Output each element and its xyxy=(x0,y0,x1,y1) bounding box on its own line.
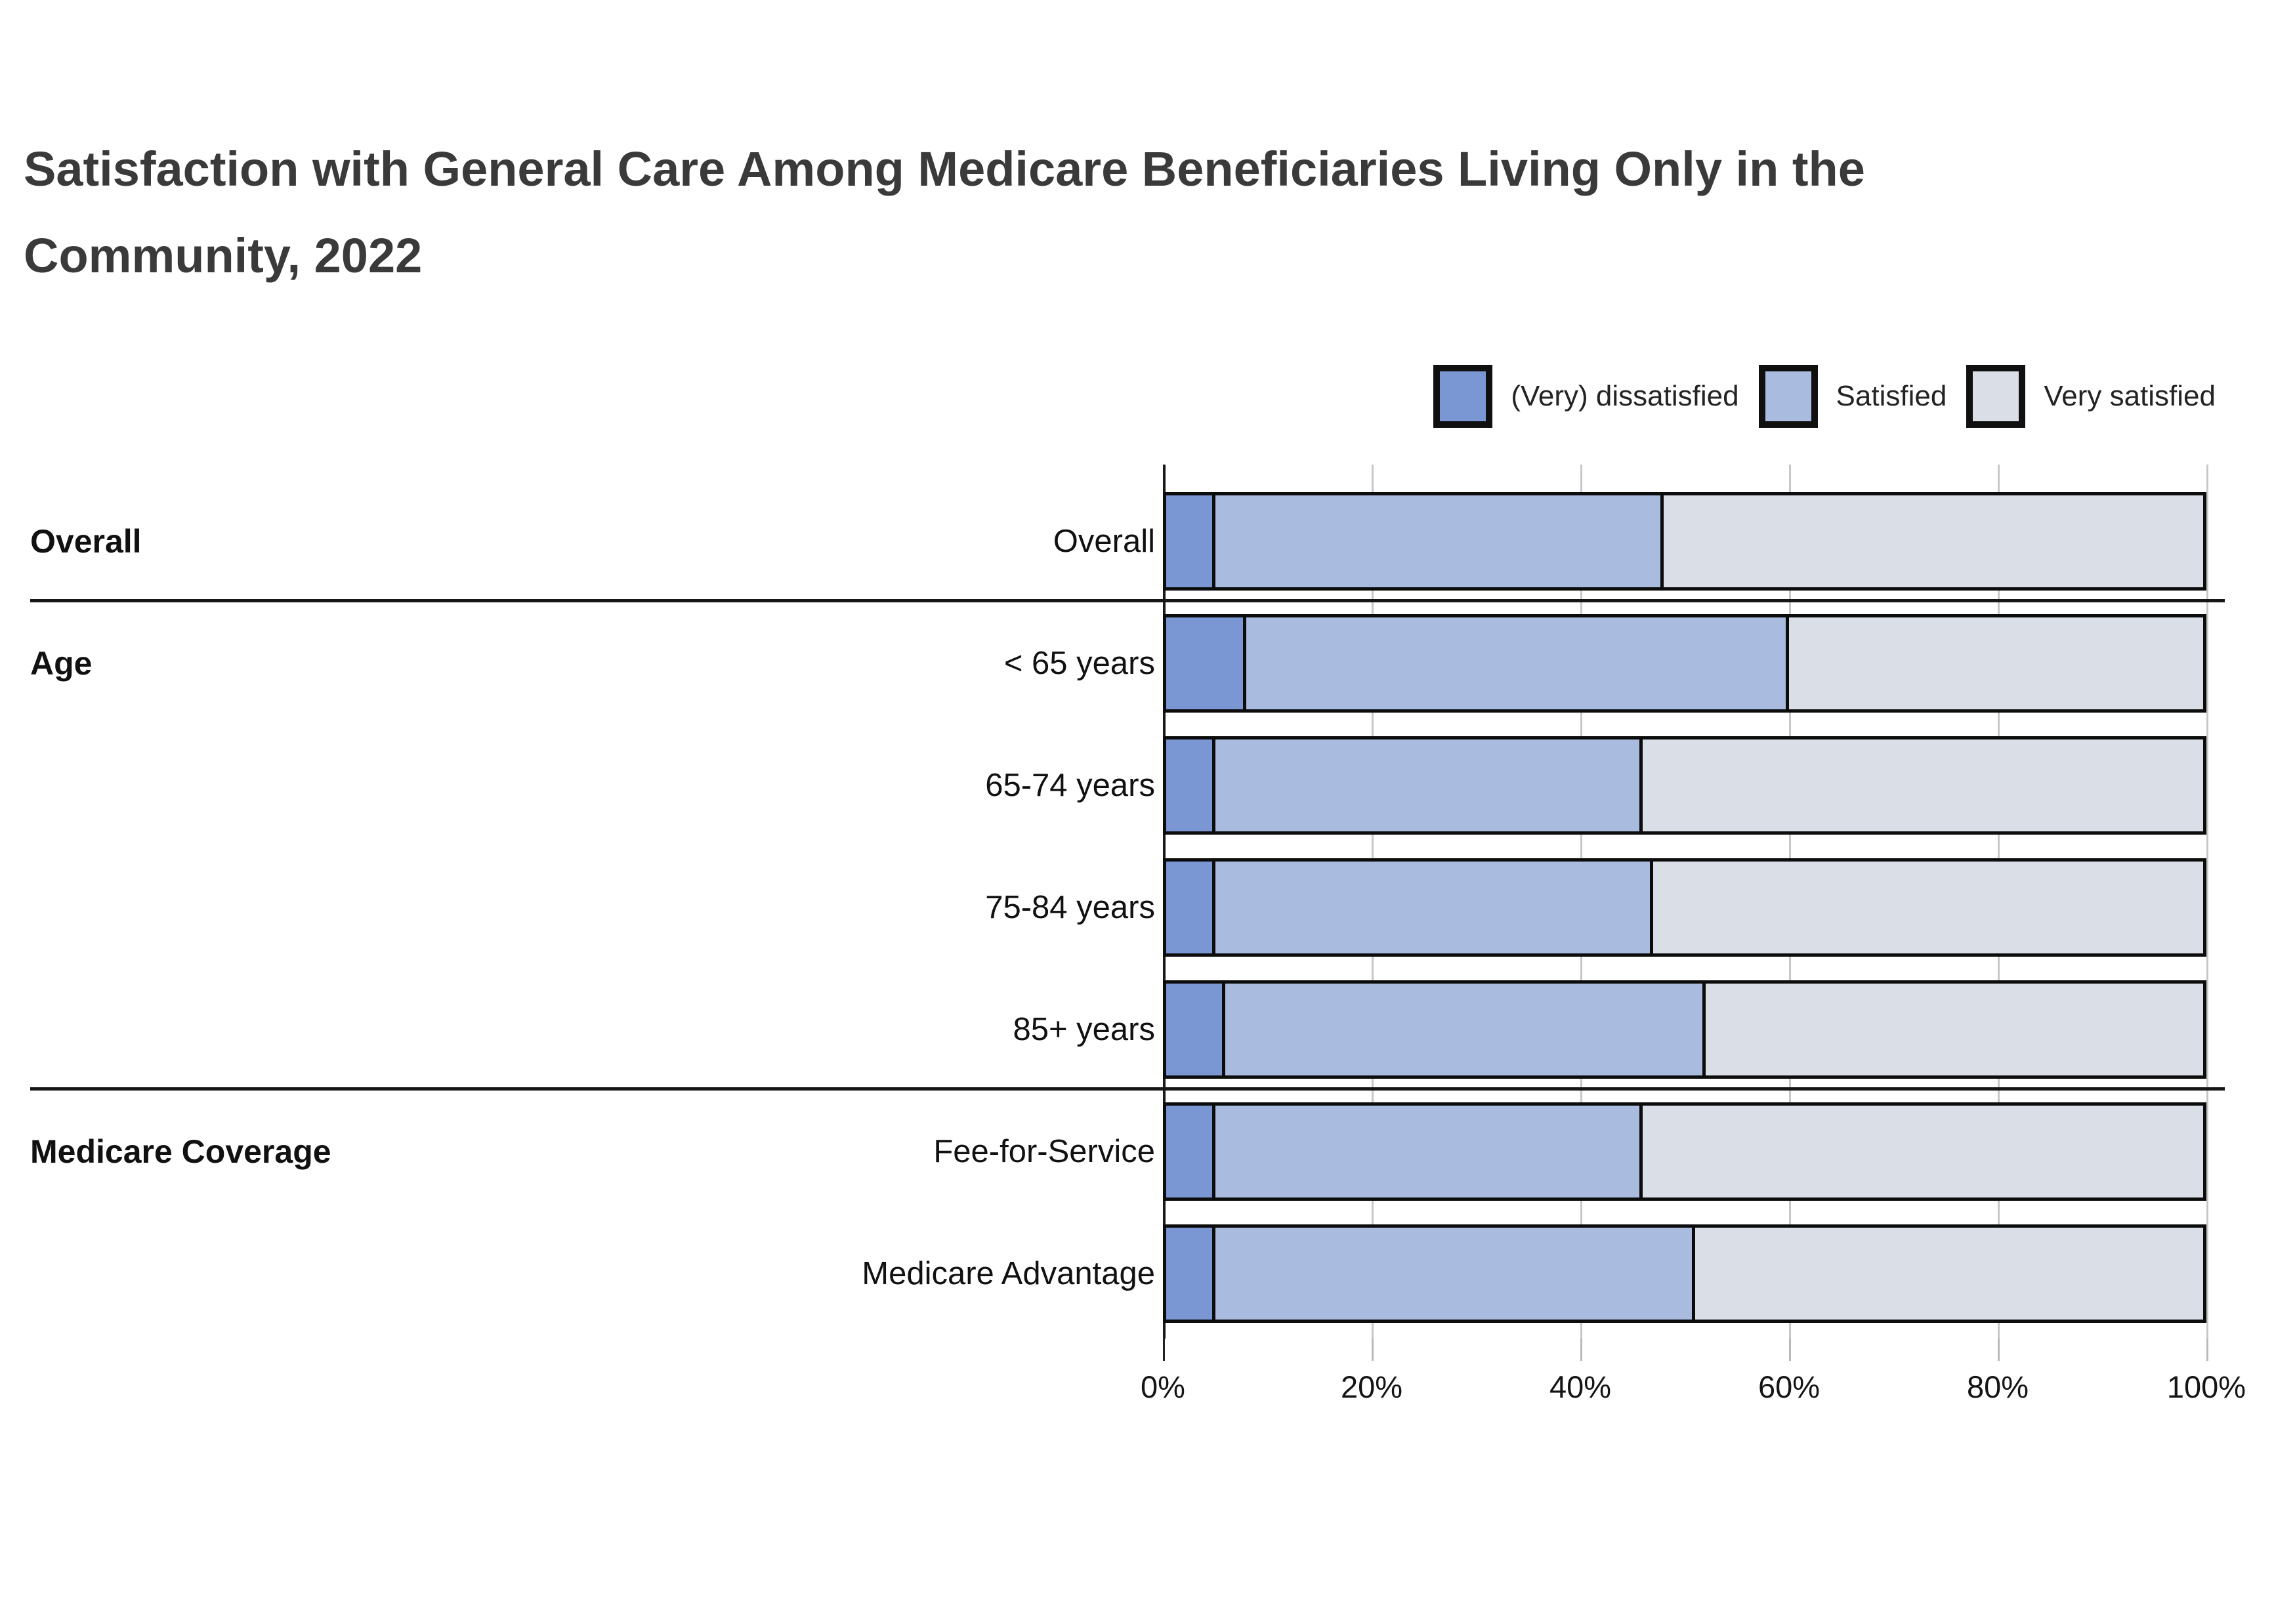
x-axis-tick xyxy=(1580,1339,1582,1361)
bar-segment xyxy=(1163,492,1215,591)
bar-row-medicare-advantage xyxy=(1163,1224,2206,1323)
bar-segment xyxy=(1702,980,2206,1079)
bar-segment xyxy=(1211,492,1664,591)
bar-row-85-years xyxy=(1163,980,2206,1079)
x-axis-tick-label: 0% xyxy=(1141,1369,1185,1404)
category-label: 65-74 years xyxy=(985,768,1155,803)
legend-swatch-icon xyxy=(1758,365,1818,428)
group-label-age: Age xyxy=(30,645,93,682)
category-label: Fee-for-Service xyxy=(933,1134,1155,1169)
x-axis-tick-label: 100% xyxy=(2166,1369,2246,1404)
category-label: 75-84 years xyxy=(985,890,1155,925)
x-axis-tick-label: 80% xyxy=(1966,1369,2029,1404)
x-axis-tick-label: 60% xyxy=(1758,1369,1821,1404)
bar-segment xyxy=(1650,858,2206,957)
bar-segment xyxy=(1691,1224,2206,1323)
bar-segment xyxy=(1211,1102,1643,1201)
bar-segment xyxy=(1639,736,2206,835)
gridline-100 xyxy=(2206,465,2208,1339)
bar-segment xyxy=(1163,1224,1215,1323)
bar-segment xyxy=(1163,980,1226,1079)
group-divider xyxy=(30,599,2225,602)
bar-row--65-years xyxy=(1163,614,2206,713)
bar-segment xyxy=(1660,492,2206,591)
bar-row-fee-for-service xyxy=(1163,1102,2206,1201)
bar-segment xyxy=(1786,614,2206,713)
bar-segment xyxy=(1211,736,1643,835)
legend-item: Satisfied xyxy=(1758,365,1947,428)
plot-area xyxy=(1163,465,2208,1339)
group-label-overall: Overall xyxy=(30,523,142,560)
chart-title: Satisfaction with General Care Among Med… xyxy=(24,142,1865,283)
bar-segment xyxy=(1222,980,1706,1079)
category-label: Medicare Advantage xyxy=(862,1256,1155,1291)
legend-label: (Very) dissatisfied xyxy=(1511,380,1739,412)
bar-segment xyxy=(1163,1102,1215,1201)
x-axis-tick-label: 20% xyxy=(1340,1369,1403,1404)
legend-label: Very satisfied xyxy=(2044,380,2216,412)
bar-segment xyxy=(1163,858,1215,957)
bar-segment xyxy=(1163,614,1247,713)
x-axis-tick xyxy=(2206,1339,2208,1361)
bar-row-75-84-years xyxy=(1163,858,2206,957)
category-label: < 65 years xyxy=(1003,646,1155,681)
category-label: 85+ years xyxy=(1013,1012,1155,1047)
legend-swatch-icon xyxy=(1433,365,1493,428)
legend: (Very) dissatisfied Satisfied Very satisfi… xyxy=(1433,365,2216,428)
bar-segment xyxy=(1211,858,1654,957)
legend-item: (Very) dissatisfied xyxy=(1433,365,1739,428)
x-axis-tick-label: 40% xyxy=(1549,1369,1612,1404)
bar-row-65-74-years xyxy=(1163,736,2206,835)
bar-segment xyxy=(1243,614,1789,713)
x-axis-tick xyxy=(1163,1339,1165,1361)
x-axis-tick xyxy=(1998,1339,2000,1361)
legend-swatch-icon xyxy=(1966,365,2026,428)
bar-segment xyxy=(1211,1224,1695,1323)
legend-item: Very satisfied xyxy=(1966,365,2216,428)
group-divider xyxy=(30,1087,2225,1091)
x-axis-tick xyxy=(1789,1339,1791,1361)
bar-segment xyxy=(1639,1102,2206,1201)
legend-label: Satisfied xyxy=(1836,380,1947,412)
x-axis-tick xyxy=(1372,1339,1374,1361)
category-label: Overall xyxy=(1053,524,1155,559)
bar-row-overall xyxy=(1163,492,2206,591)
group-label-medicare-coverage: Medicare Coverage xyxy=(30,1133,331,1170)
bar-segment xyxy=(1163,736,1215,835)
